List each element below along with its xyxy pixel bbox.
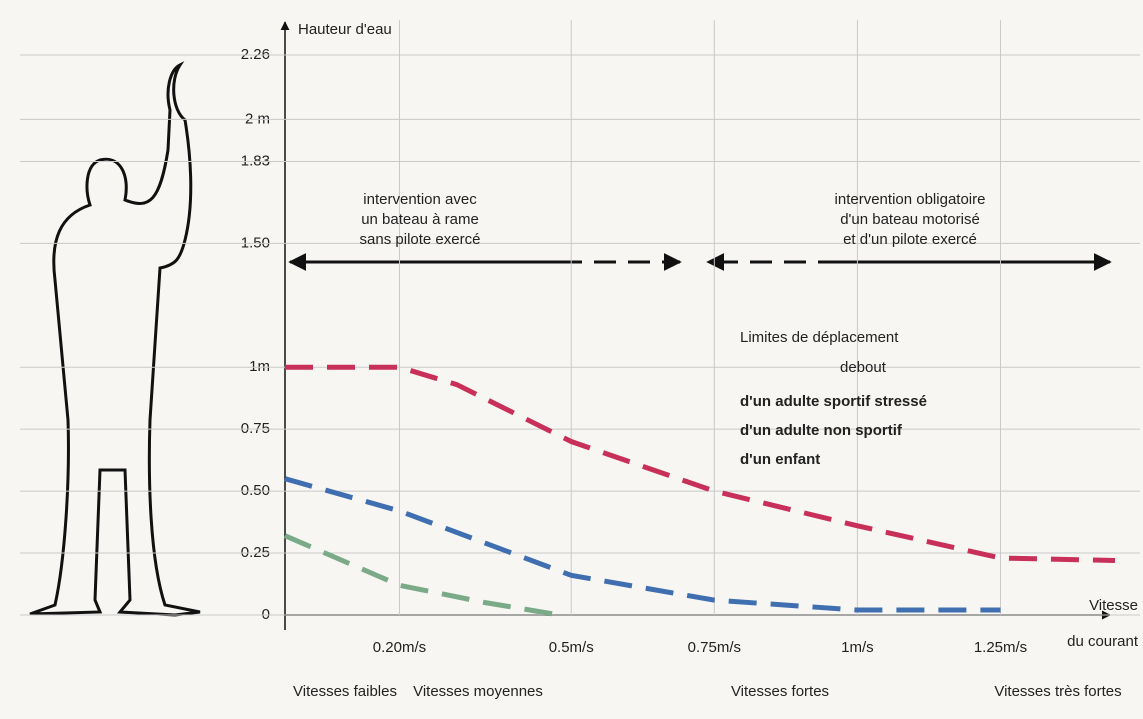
x-tick-label: 0.5m/s bbox=[549, 639, 594, 656]
human-figure bbox=[30, 65, 200, 615]
annotation: intervention avec bbox=[363, 191, 477, 208]
annotation: et d'un pilote exercé bbox=[843, 231, 977, 248]
y-tick-label: 0.75 bbox=[241, 420, 270, 437]
zone-label: Vitesses très fortes bbox=[994, 683, 1121, 700]
zone-label: Vitesses moyennes bbox=[413, 683, 543, 700]
zone-label: Vitesses fortes bbox=[731, 683, 829, 700]
annotation: d'un bateau motorisé bbox=[840, 211, 980, 228]
legend-entry: d'un adulte sportif stressé bbox=[740, 393, 927, 410]
data-line bbox=[285, 479, 1001, 610]
y-tick-label: 0.25 bbox=[241, 544, 270, 561]
x-axis-label: du courant bbox=[1067, 633, 1139, 650]
x-tick-label: 1m/s bbox=[841, 639, 874, 656]
legend-entry: d'un adulte non sportif bbox=[740, 422, 903, 439]
x-tick-label: 0.75m/s bbox=[688, 639, 741, 656]
legend-title: Limites de déplacement bbox=[740, 329, 899, 346]
y-tick-label: 2.26 bbox=[241, 46, 270, 63]
annotation: intervention obligatoire bbox=[835, 191, 986, 208]
chart: Hauteur d'eau Vitesse du courant 0 0.25 0.… bbox=[0, 0, 1143, 719]
x-axis-label: Vitesse bbox=[1089, 597, 1138, 614]
data-line bbox=[285, 367, 1115, 560]
y-tick-label: 0 bbox=[262, 606, 270, 623]
legend-title: debout bbox=[840, 359, 887, 376]
x-tick-label: 1.25m/s bbox=[974, 639, 1027, 656]
x-tick-label: 0.20m/s bbox=[373, 639, 426, 656]
data-line bbox=[285, 536, 560, 615]
y-tick-label: 2 m bbox=[245, 110, 270, 127]
y-axis-label: Hauteur d'eau bbox=[298, 21, 392, 38]
annotation: un bateau à rame bbox=[361, 211, 479, 228]
y-tick-label: 1.83 bbox=[241, 153, 270, 170]
legend-entry: d'un enfant bbox=[740, 451, 820, 468]
annotation: sans pilote exercé bbox=[360, 231, 481, 248]
y-tick-label: 1m bbox=[249, 358, 270, 375]
y-tick-label: 0.50 bbox=[241, 482, 270, 499]
zone-label: Vitesses faibles bbox=[293, 683, 397, 700]
y-tick-label: 1.50 bbox=[241, 234, 270, 251]
